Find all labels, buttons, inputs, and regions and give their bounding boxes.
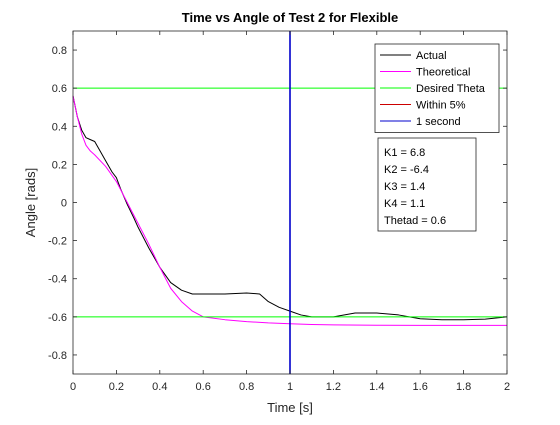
legend-label-within-5: Within 5% <box>416 100 466 112</box>
series-line-actual-0 <box>72 95 508 321</box>
legend-label-theoretical: Theoretical <box>416 67 470 79</box>
annotation-line: Thetad = 0.6 <box>384 215 446 227</box>
y-tick-label: 0.2 <box>52 159 67 171</box>
x-tick-label: 1.2 <box>326 381 341 393</box>
legend-label-actual: Actual <box>416 50 447 62</box>
annotation-line: K3 = 1.4 <box>384 181 425 193</box>
annotation-line: K2 = -6.4 <box>384 164 429 176</box>
legend: Actual Theoretical Desired Theta Within 5% 1… <box>374 43 500 133</box>
x-tick-label: 1 <box>287 381 293 393</box>
legend-label-1-second: 1 second <box>416 116 461 128</box>
x-tick-label: 0.4 <box>152 381 167 393</box>
x-tick-label: 0 <box>70 381 76 393</box>
parameter-annotation-box: K1 = 6.8 K2 = -6.4 K3 = 1.4 K4 = 1.1 Thetad … <box>377 137 477 232</box>
y-tick-label: -0.8 <box>48 350 67 362</box>
x-tick-label: 1.8 <box>456 381 471 393</box>
chart-title: Time vs Angle of Test 2 for Flexible <box>182 10 398 25</box>
x-tick-label: 0.2 <box>109 381 124 393</box>
x-tick-label: 0.8 <box>239 381 254 393</box>
legend-label-desired-theta: Desired Theta <box>416 83 486 95</box>
y-tick-label: 0.4 <box>52 121 67 133</box>
x-tick-label: 2 <box>504 381 510 393</box>
y-tick-label: -0.2 <box>48 236 67 248</box>
y-tick-label: -0.6 <box>48 312 67 324</box>
y-tick-label: -0.4 <box>48 274 67 286</box>
annotation-box <box>377 137 477 232</box>
y-tick-label: 0.6 <box>52 83 67 95</box>
x-tick-label: 0.6 <box>196 381 211 393</box>
annotation-line: K4 = 1.1 <box>384 198 425 210</box>
series-line-theoretical-1 <box>72 95 507 326</box>
y-axis-label: Angle [rads] <box>23 168 38 237</box>
annotation-line: K1 = 6.8 <box>384 147 425 159</box>
x-tick-label: 1.6 <box>413 381 428 393</box>
y-tick-label: 0.8 <box>52 45 67 57</box>
x-tick-label: 1.4 <box>369 381 384 393</box>
x-axis-label: Time [s] <box>267 400 313 415</box>
y-tick-label: 0 <box>61 198 67 210</box>
ticks-layer: 0 0.2 0.4 0.6 0.8 1 1.2 1.4 1.6 1.8 2 0.8 0.6 0.4 0.2 0… <box>48 31 510 393</box>
